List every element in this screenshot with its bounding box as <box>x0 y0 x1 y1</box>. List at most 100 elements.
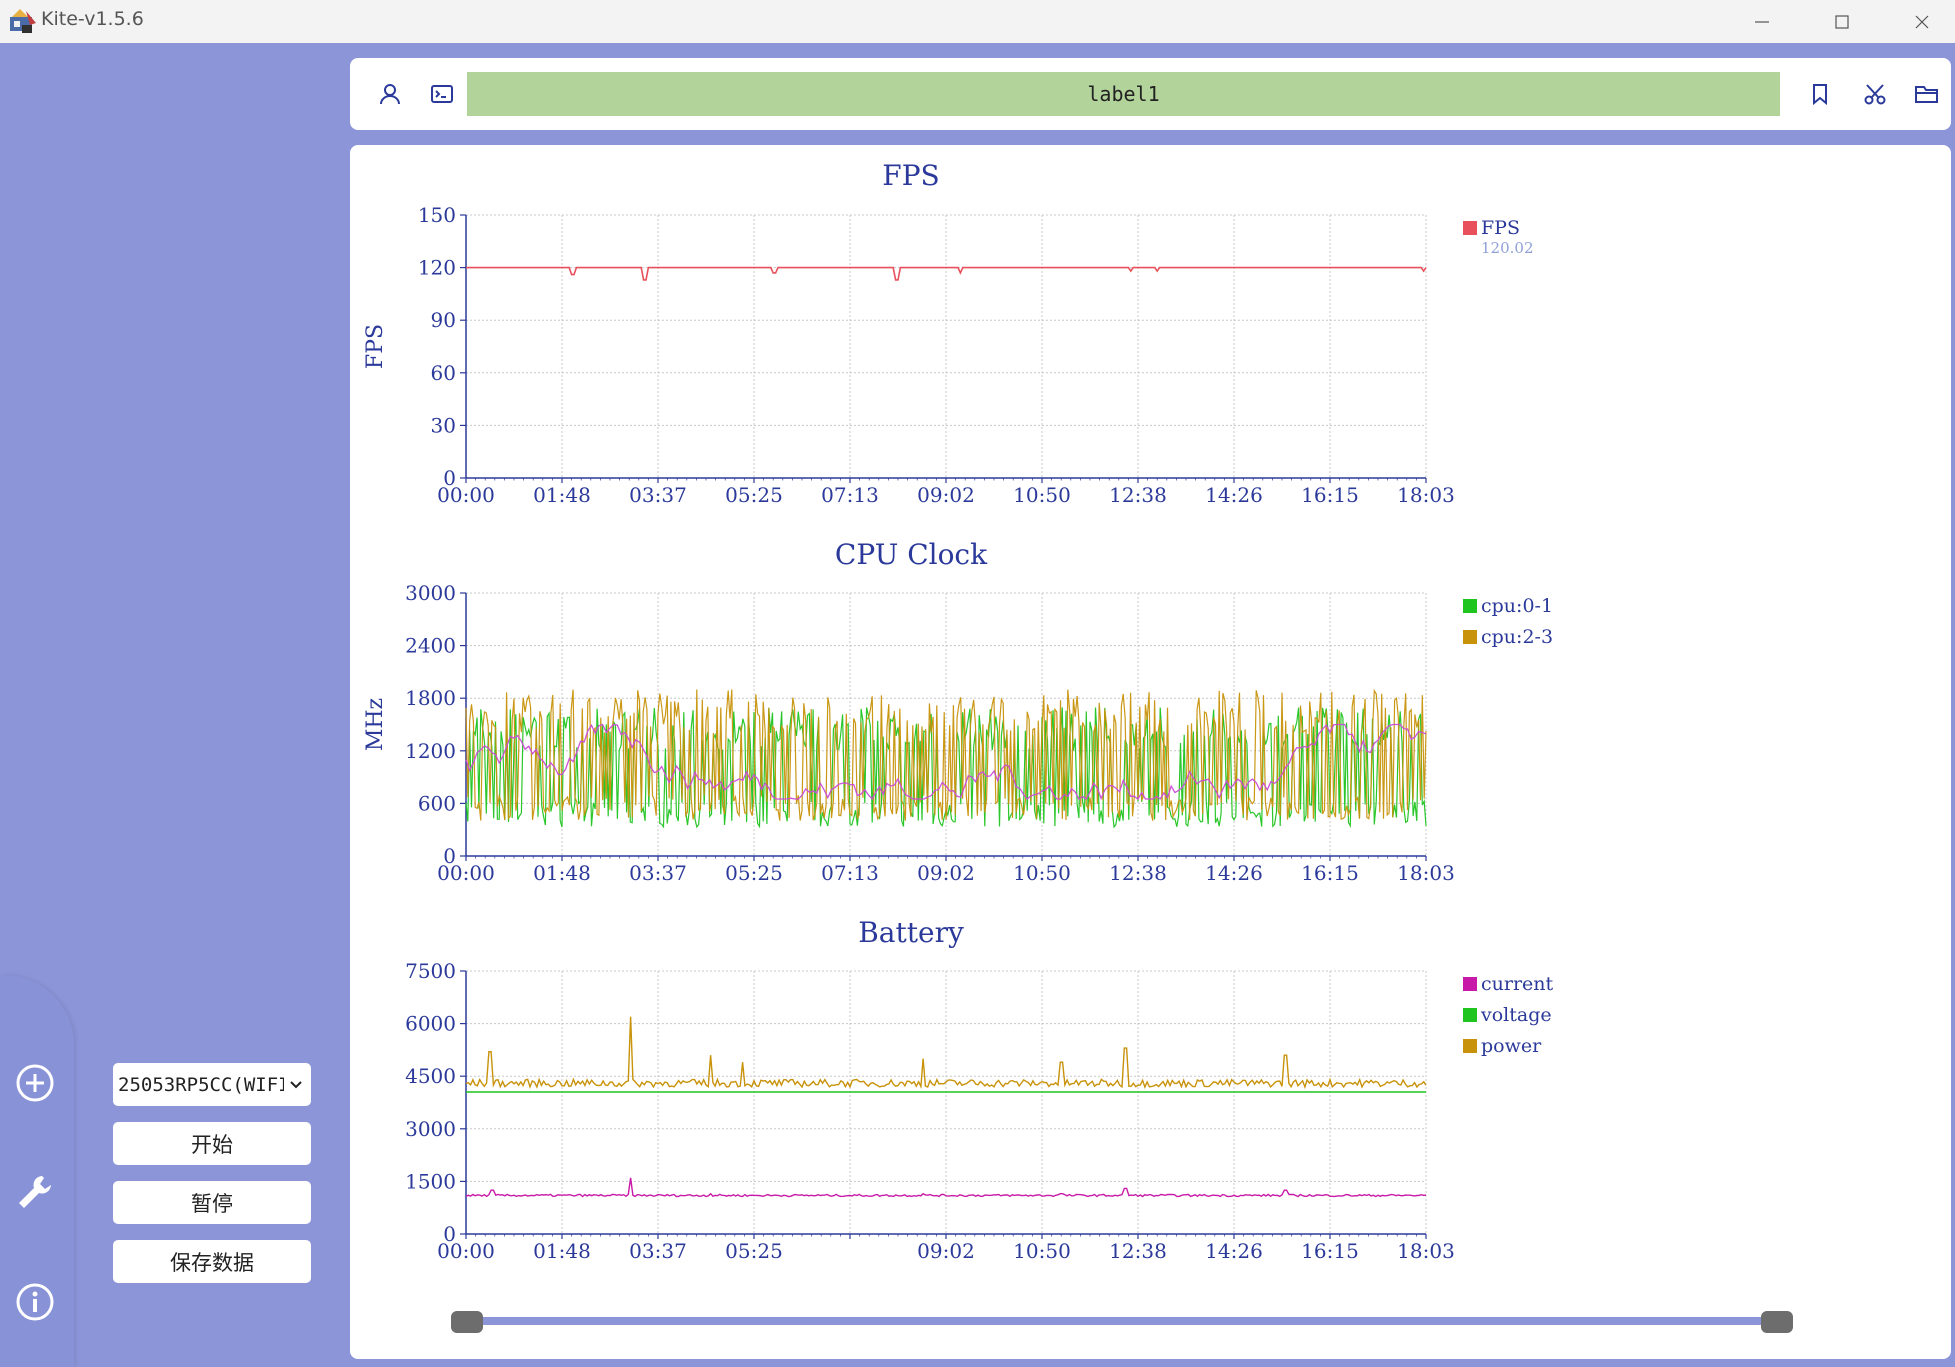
legend-label: current <box>1481 973 1554 995</box>
legend-swatch <box>1463 599 1477 613</box>
y-tick-label: 4500 <box>405 1064 456 1088</box>
chart-2: Battery 0 1500 3000 4500 6000 7500 00:00 01:48 03… <box>405 916 1553 1263</box>
y-tick-label: 120 <box>418 256 456 280</box>
series-line <box>465 723 1427 801</box>
x-tick-label: 16:15 <box>1301 483 1359 507</box>
series-line <box>465 688 1427 821</box>
x-tick-label: 09:02 <box>917 1239 975 1263</box>
y-tick-label: 6000 <box>405 1012 456 1036</box>
bookmark-icon[interactable] <box>1804 78 1836 110</box>
legend-label: FPS <box>1481 217 1520 239</box>
legend-swatch <box>1463 221 1477 235</box>
x-tick-label: 00:00 <box>437 1239 495 1263</box>
folder-icon[interactable] <box>1911 78 1943 110</box>
chart-title: CPU Clock <box>835 538 988 571</box>
x-tick-label: 09:02 <box>917 861 975 885</box>
chart-title: Battery <box>858 916 964 949</box>
save-data-button[interactable]: 保存数据 <box>113 1240 311 1283</box>
y-tick-label: 1800 <box>405 686 456 710</box>
x-tick-label: 00:00 <box>437 861 495 885</box>
x-tick-label: 14:26 <box>1205 483 1263 507</box>
legend-label: power <box>1481 1035 1542 1057</box>
legend-swatch <box>1463 977 1477 991</box>
chart-title: FPS <box>882 159 939 192</box>
series-line <box>465 1177 1427 1198</box>
x-tick-label: 05:25 <box>725 1239 783 1263</box>
x-tick-label: 18:03 <box>1397 861 1455 885</box>
x-tick-label: 14:26 <box>1205 861 1263 885</box>
label-bar[interactable]: label1 <box>467 72 1780 116</box>
x-tick-label: 14:26 <box>1205 1239 1263 1263</box>
x-tick-label: 03:37 <box>629 861 687 885</box>
x-tick-label: 12:38 <box>1109 1239 1167 1263</box>
x-tick-label: 10:50 <box>1013 861 1071 885</box>
y-tick-label: 3000 <box>405 581 456 605</box>
x-tick-label: 01:48 <box>533 1239 591 1263</box>
chart-ylabel: FPS <box>363 324 388 369</box>
legend-value: 120.02 <box>1481 239 1534 257</box>
x-tick-label: 07:13 <box>821 861 879 885</box>
x-tick-label: 03:37 <box>629 1239 687 1263</box>
pause-button[interactable]: 暂停 <box>113 1181 311 1224</box>
start-button[interactable]: 开始 <box>113 1122 311 1165</box>
y-tick-label: 7500 <box>405 959 456 983</box>
y-tick-label: 0 <box>443 466 456 490</box>
minimize-button[interactable] <box>1732 0 1792 43</box>
plus-circle-icon[interactable] <box>14 1062 56 1104</box>
x-tick-label: 18:03 <box>1397 483 1455 507</box>
terminal-icon[interactable] <box>426 78 458 110</box>
slider-start-handle[interactable] <box>451 1311 483 1333</box>
legend-label: cpu:2-3 <box>1481 626 1553 648</box>
y-tick-label: 3000 <box>405 1117 456 1141</box>
chevron-down-icon <box>290 1080 302 1088</box>
chart-ylabel: MHz <box>363 698 388 751</box>
y-tick-label: 600 <box>418 791 456 815</box>
charts-panel: FPS FPS 0 30 60 90 120 150 00:00 01:48 03:37 05:25 0… <box>350 145 1951 1359</box>
time-range-slider[interactable] <box>456 1317 1789 1325</box>
x-tick-label: 07:13 <box>821 483 879 507</box>
maximize-button[interactable] <box>1812 0 1872 43</box>
legend-swatch <box>1463 1008 1477 1022</box>
window-title: Kite-v1.5.6 <box>41 8 144 30</box>
y-tick-label: 60 <box>431 361 456 385</box>
x-tick-label: 09:02 <box>917 483 975 507</box>
y-tick-label: 1200 <box>405 739 456 763</box>
legend-swatch <box>1463 630 1477 644</box>
series-line <box>466 266 1427 281</box>
y-tick-label: 0 <box>443 1222 456 1246</box>
x-tick-label: 12:38 <box>1109 861 1167 885</box>
device-select-value: 25053RP5CC(WIFI) <box>118 1073 284 1096</box>
y-tick-label: 30 <box>431 413 456 437</box>
x-tick-label: 18:03 <box>1397 1239 1455 1263</box>
legend-swatch <box>1463 1039 1477 1053</box>
x-tick-label: 10:50 <box>1013 483 1071 507</box>
y-tick-label: 1500 <box>405 1169 456 1193</box>
sidebar-rail <box>0 975 74 1367</box>
app-logo-icon <box>8 7 38 35</box>
y-tick-label: 90 <box>431 308 456 332</box>
legend-label: voltage <box>1480 1004 1552 1026</box>
y-tick-label: 0 <box>443 844 456 868</box>
device-select[interactable]: 25053RP5CC(WIFI) <box>113 1063 311 1106</box>
charts-svg: FPS FPS 0 30 60 90 120 150 00:00 01:48 03:37 05:25 0… <box>363 159 1554 1263</box>
x-tick-label: 05:25 <box>725 861 783 885</box>
x-tick-label: 12:38 <box>1109 483 1167 507</box>
x-tick-label: 05:25 <box>725 483 783 507</box>
slider-end-handle[interactable] <box>1761 1311 1793 1333</box>
y-tick-label: 150 <box>418 203 456 227</box>
x-tick-label: 16:15 <box>1301 1239 1359 1263</box>
x-tick-label: 10:50 <box>1013 1239 1071 1263</box>
wrench-icon[interactable] <box>14 1171 56 1213</box>
x-tick-label: 03:37 <box>629 483 687 507</box>
chart-0: FPS FPS 0 30 60 90 120 150 00:00 01:48 03:37 05:25 0… <box>363 159 1534 507</box>
x-tick-label: 01:48 <box>533 861 591 885</box>
x-tick-label: 00:00 <box>437 483 495 507</box>
user-icon[interactable] <box>374 78 406 110</box>
scissors-icon[interactable] <box>1859 78 1891 110</box>
close-button[interactable] <box>1892 0 1952 43</box>
chart-1: CPU Clock MHz 0 600 1200 1800 2400 3000 00:00 01:… <box>363 538 1553 885</box>
info-icon[interactable] <box>14 1281 56 1323</box>
series-line <box>465 1016 1427 1090</box>
x-tick-label: 16:15 <box>1301 861 1359 885</box>
window-titlebar: Kite-v1.5.6 <box>0 0 1955 43</box>
